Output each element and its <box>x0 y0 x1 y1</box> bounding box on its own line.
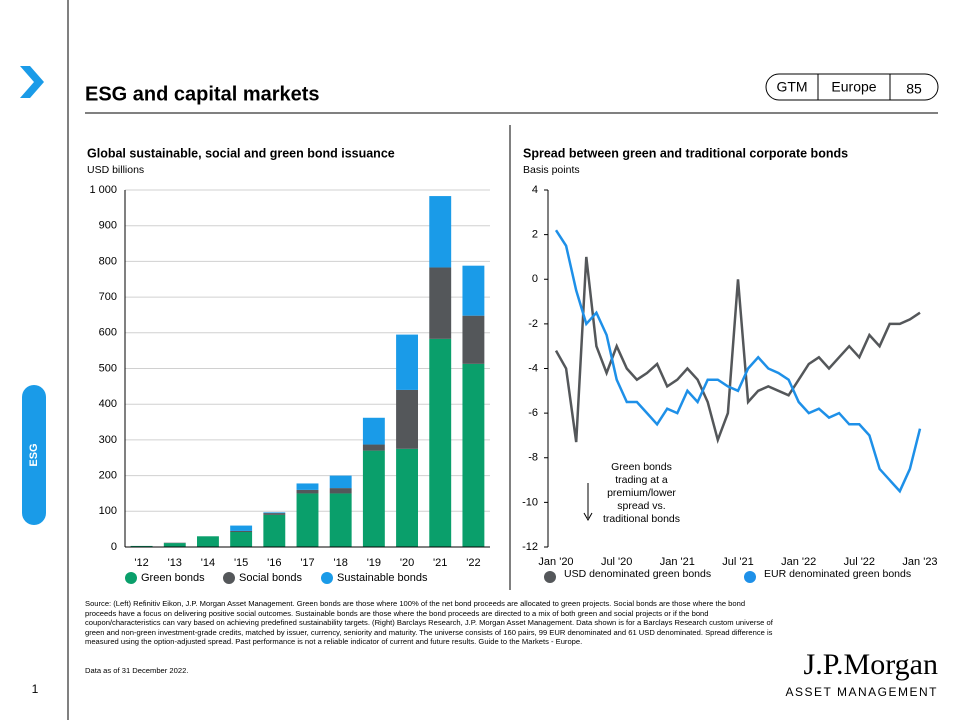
y-tick-label: -8 <box>528 452 538 464</box>
section-tab <box>22 385 46 525</box>
y-tick-label: 4 <box>532 184 538 196</box>
legend-swatch <box>544 571 556 583</box>
chart-subtitle: USD billions <box>87 164 144 176</box>
y-tick-label: 400 <box>99 398 117 410</box>
y-tick-label: -4 <box>528 362 538 374</box>
y-tick-label: 500 <box>99 362 117 374</box>
annotation: Green bonds trading at a premium/lower s… <box>594 461 689 526</box>
bar-segment <box>263 512 286 514</box>
legend-label: Social bonds <box>239 572 302 584</box>
x-tick-label: '22 <box>466 557 480 569</box>
bar-segment <box>362 450 385 547</box>
x-tick-label: Jan '20 <box>538 556 573 568</box>
x-tick-label: '18 <box>334 557 348 569</box>
x-tick-label: Jul '21 <box>722 556 753 568</box>
bar-segment <box>296 489 319 494</box>
x-tick-label: '12 <box>134 557 148 569</box>
legend-swatch <box>744 571 756 583</box>
x-tick-label: '15 <box>234 557 248 569</box>
bar-segment <box>329 475 352 489</box>
bar-segment <box>263 513 286 515</box>
chevron-icon <box>20 66 44 98</box>
bar-segment <box>329 488 352 494</box>
legend-swatch <box>125 572 137 584</box>
section-label: ESG <box>28 443 40 466</box>
bar-segment <box>396 389 418 449</box>
y-tick-label: 100 <box>99 505 117 517</box>
annotation-arrowhead <box>583 512 593 522</box>
bar-segment <box>130 545 153 547</box>
badge-text: Europe <box>831 79 876 95</box>
legend-swatch <box>321 572 333 584</box>
bar-segment <box>230 525 253 531</box>
line-series <box>554 256 921 444</box>
x-tick-label: Jul '20 <box>601 556 632 568</box>
legend-label: Green bonds <box>141 572 205 584</box>
y-tick-label: 2 <box>532 229 538 241</box>
bar-segment <box>362 417 385 445</box>
x-tick-label: '17 <box>300 557 314 569</box>
x-tick-label: '21 <box>433 557 447 569</box>
legend-label: Sustainable bonds <box>337 572 428 584</box>
y-tick-label: 700 <box>99 291 117 303</box>
logo-sub: ASSET MANAGEMENT <box>786 685 938 699</box>
legend-label: EUR denominated green bonds <box>764 568 911 580</box>
bar-segment <box>163 543 186 547</box>
x-tick-label: Jul '22 <box>844 556 875 568</box>
legend-label: USD denominated green bonds <box>564 568 711 580</box>
x-tick-label: Jan '22 <box>781 556 816 568</box>
bar-segment <box>429 338 452 547</box>
page-title: ESG and capital markets <box>85 83 320 105</box>
y-tick-label: 800 <box>99 255 117 267</box>
x-tick-label: '14 <box>201 557 215 569</box>
y-tick-label: 200 <box>99 470 117 482</box>
y-tick-label: -2 <box>528 318 538 330</box>
badge-text: GTM <box>776 79 807 95</box>
bar-segment <box>329 493 352 547</box>
bar-segment <box>429 196 452 268</box>
y-tick-label: 1 000 <box>89 184 117 196</box>
chart-title: Spread between green and traditional cor… <box>523 146 848 160</box>
bar-segment <box>396 334 418 390</box>
bar-segment <box>462 363 485 547</box>
y-tick-label: 300 <box>99 434 117 446</box>
bar-segment <box>230 532 253 547</box>
x-tick-label: '20 <box>400 557 414 569</box>
date-note: Data as of 31 December 2022. <box>85 666 189 675</box>
x-tick-label: Jan '23 <box>902 556 937 568</box>
x-tick-label: Jan '21 <box>660 556 695 568</box>
legend-swatch <box>223 572 235 584</box>
bar-segment <box>429 267 452 339</box>
y-tick-label: -12 <box>522 541 538 553</box>
y-tick-label: 0 <box>111 541 117 553</box>
bar-segment <box>362 444 385 451</box>
logo-name: J.P.Morgan <box>804 648 938 681</box>
y-tick-label: 0 <box>532 273 538 285</box>
page-number: 1 <box>32 682 39 696</box>
source-note: Source: (Left) Refinitiv Eikon, J.P. Mor… <box>85 599 773 647</box>
y-tick-label: 900 <box>99 220 117 232</box>
bar-segment <box>263 514 286 547</box>
chart-subtitle: Basis points <box>523 164 580 176</box>
bar-segment <box>462 315 485 364</box>
x-tick-label: '13 <box>168 557 182 569</box>
x-tick-label: '16 <box>267 557 281 569</box>
badge <box>765 73 939 101</box>
bar-segment <box>462 265 485 316</box>
y-tick-label: -10 <box>522 496 538 508</box>
bar-segment <box>296 493 319 547</box>
bar-segment <box>230 530 253 533</box>
bar-segment <box>197 536 219 547</box>
bar-segment <box>396 448 418 547</box>
x-tick-label: '19 <box>367 557 381 569</box>
badge-text: 85 <box>906 81 922 97</box>
line-series <box>554 229 922 494</box>
y-tick-label: -6 <box>528 407 538 419</box>
chart-title: Global sustainable, social and green bon… <box>87 146 395 160</box>
bar-segment <box>296 483 319 490</box>
y-tick-label: 600 <box>99 327 117 339</box>
